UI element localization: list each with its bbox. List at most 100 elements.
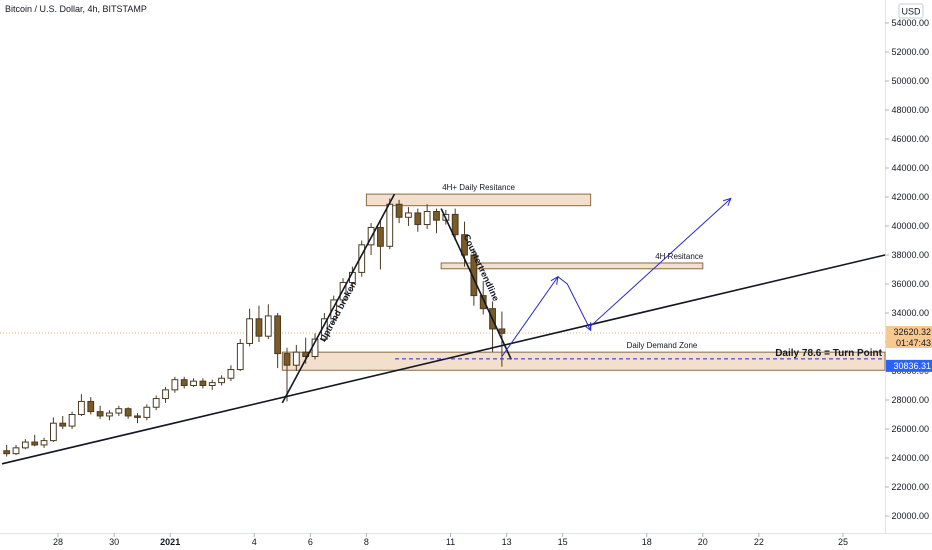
resistance-daily-zone-label: 4H+ Daily Resitance: [442, 183, 515, 192]
uptrend-line: [281, 193, 396, 404]
candle: [246, 308, 254, 347]
demand-zone-label: Daily Demand Zone: [627, 341, 698, 350]
candle-body: [218, 377, 225, 384]
candle: [180, 376, 188, 389]
candle-body: [433, 211, 440, 221]
candle-body: [395, 203, 403, 218]
time-tick-label: 4: [252, 537, 257, 547]
chart-title: Bitcoin / U.S. Dollar, 4h, BITSTAMP: [5, 4, 147, 14]
candle: [87, 397, 95, 415]
price-tick-label: 52000.00: [891, 47, 929, 57]
candle-body: [152, 398, 160, 408]
candle: [264, 304, 272, 340]
candle: [31, 434, 39, 447]
long-trendline: [1, 254, 886, 465]
candle-body: [162, 389, 169, 400]
candle: [115, 405, 123, 416]
candle: [283, 347, 291, 402]
candle-body: [106, 412, 113, 417]
candle: [274, 313, 282, 369]
time-tick-label: 11: [446, 537, 455, 547]
candle-body: [3, 450, 11, 455]
projection-path: [501, 198, 732, 357]
candle: [152, 395, 160, 411]
time-axis[interactable]: 28 30 2021 4 6 8 11 13 15 18 20 22 25: [53, 533, 848, 547]
candle-body: [143, 406, 151, 418]
candle: [433, 208, 440, 234]
candle: [3, 444, 11, 457]
candle: [358, 240, 366, 277]
candle-body: [461, 234, 468, 256]
candle: [208, 379, 216, 390]
candle-body: [479, 295, 487, 310]
projection-arrowhead: [550, 275, 559, 285]
candle: [414, 208, 422, 232]
price-tick-label: 20000.00: [891, 511, 929, 521]
counter-trendline: [440, 208, 512, 360]
candle-body: [49, 422, 57, 442]
candle-body: [208, 382, 216, 387]
candle-body: [386, 203, 394, 247]
candle-body: [59, 422, 67, 427]
time-tick-label: 15: [558, 537, 568, 547]
candle-body: [199, 380, 207, 386]
candle: [190, 378, 197, 387]
candle-body: [246, 318, 254, 344]
candle-body: [358, 244, 366, 273]
price-axis[interactable]: 20000.00 22000.00 24000.00 26000.00 28000.00…: [885, 18, 929, 521]
price-tick-label: 38000.00: [891, 250, 929, 260]
price-tick-label: 50000.00: [891, 76, 929, 86]
time-tick-label: 22: [754, 537, 764, 547]
price-tick-label: 42000.00: [891, 192, 929, 202]
candle: [423, 204, 431, 229]
candle: [162, 386, 169, 403]
candle-body: [227, 369, 235, 379]
price-tick-label: 28000.00: [891, 395, 929, 405]
candle: [255, 305, 263, 342]
candle-countdown: 01:47:43: [896, 338, 931, 348]
time-tick-label: 6: [308, 537, 313, 547]
candle-body: [96, 411, 104, 417]
candle-body: [264, 315, 272, 337]
candle-body: [180, 379, 188, 387]
price-tick-label: 44000.00: [891, 163, 929, 173]
candle: [124, 407, 132, 419]
candle-body: [134, 415, 141, 418]
price-tick-label: 26000.00: [891, 424, 929, 434]
candle: [49, 417, 57, 443]
candle-body: [498, 328, 506, 334]
candle: [395, 199, 403, 224]
blue-price-value: 30836.31: [893, 361, 931, 371]
lines-layer: [1, 193, 886, 465]
time-tick-label: 25: [838, 537, 848, 547]
candle-body: [330, 299, 338, 320]
time-tick-label: 30: [109, 537, 119, 547]
candle: [451, 208, 459, 241]
candle-body: [274, 315, 282, 355]
candle-body: [68, 414, 76, 427]
candle: [40, 437, 48, 448]
candle-body: [21, 441, 29, 449]
candle-body: [171, 379, 179, 391]
candle-body: [414, 212, 422, 226]
candle-body: [124, 408, 132, 417]
currency-badge[interactable]: USD: [898, 3, 924, 19]
candle: [143, 404, 151, 421]
candle-body: [283, 353, 291, 366]
time-tick-label: 18: [642, 537, 652, 547]
candle: [199, 378, 207, 389]
projection-arrowhead: [584, 322, 592, 332]
candle-body: [236, 342, 244, 371]
price-tick-label: 34000.00: [891, 308, 929, 318]
candle: [236, 339, 244, 371]
price-tick-label: 46000.00: [891, 134, 929, 144]
resistance-daily-zone: [365, 193, 592, 207]
price-tick-label: 24000.00: [891, 453, 929, 463]
time-tick-label: 2021: [160, 537, 180, 547]
candle-body: [78, 400, 85, 416]
zones-layer: [281, 193, 886, 371]
candle: [106, 410, 113, 421]
time-tick-label: 28: [53, 537, 63, 547]
candle: [171, 376, 179, 393]
